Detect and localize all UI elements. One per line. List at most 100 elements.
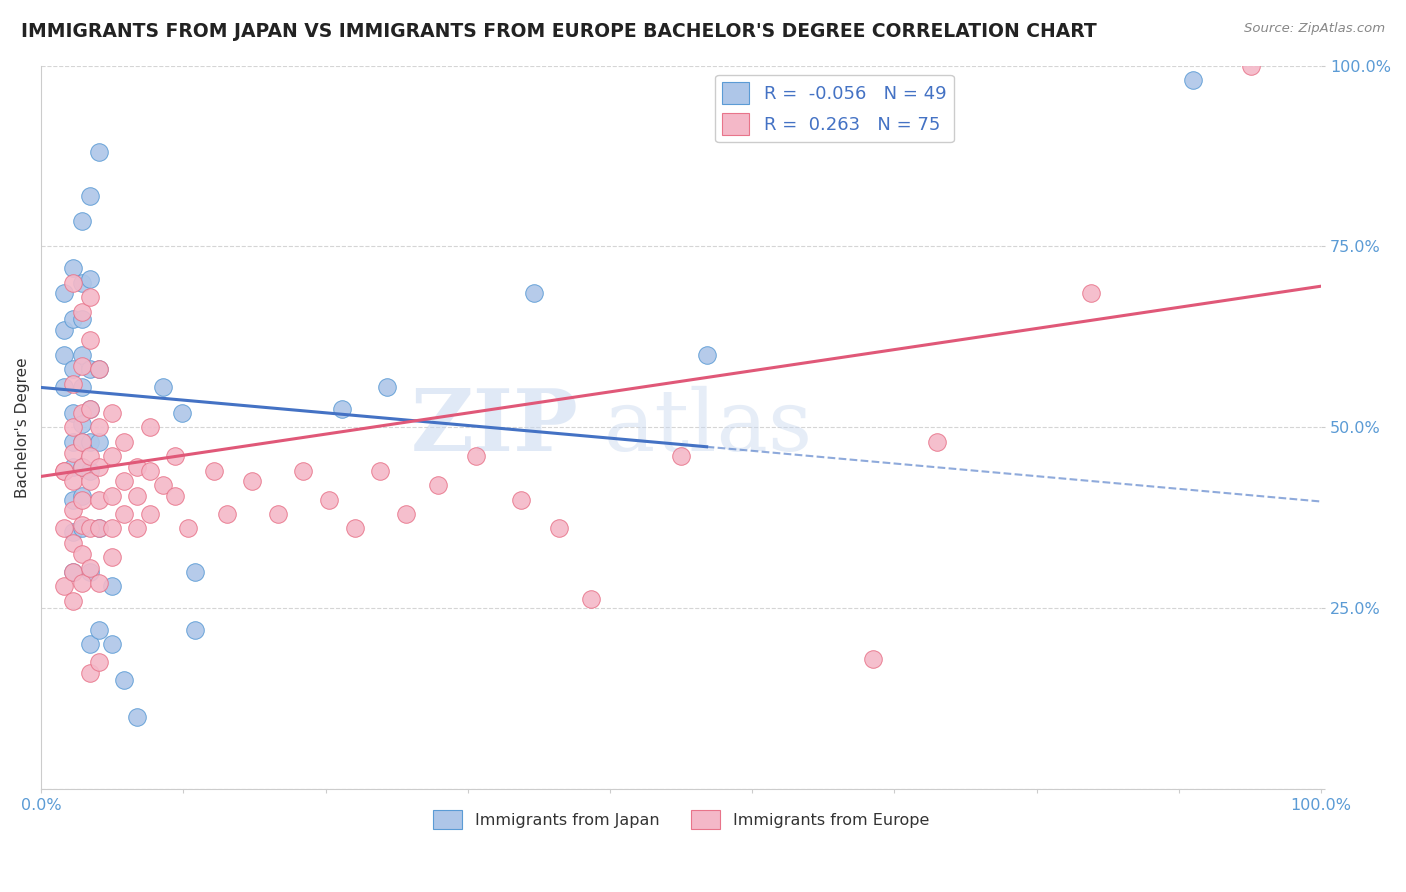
Point bbox=[292, 464, 315, 478]
Point bbox=[87, 145, 110, 160]
Point bbox=[70, 406, 93, 420]
Point bbox=[79, 272, 101, 286]
Point bbox=[79, 565, 101, 579]
Point bbox=[240, 475, 263, 489]
Point bbox=[127, 521, 149, 535]
Point bbox=[139, 464, 162, 478]
Point bbox=[62, 492, 84, 507]
Text: IMMIGRANTS FROM JAPAN VS IMMIGRANTS FROM EUROPE BACHELOR'S DEGREE CORRELATION CH: IMMIGRANTS FROM JAPAN VS IMMIGRANTS FROM… bbox=[21, 22, 1097, 41]
Point bbox=[62, 460, 84, 475]
Point bbox=[1080, 286, 1102, 301]
Point bbox=[1239, 59, 1261, 73]
Point bbox=[70, 311, 93, 326]
Point bbox=[202, 464, 225, 478]
Point bbox=[53, 521, 76, 535]
Point bbox=[100, 449, 122, 463]
Point bbox=[70, 348, 93, 362]
Point bbox=[100, 550, 122, 565]
Point bbox=[127, 709, 149, 723]
Text: Source: ZipAtlas.com: Source: ZipAtlas.com bbox=[1244, 22, 1385, 36]
Point bbox=[70, 214, 93, 228]
Point bbox=[79, 637, 101, 651]
Point bbox=[170, 406, 193, 420]
Point bbox=[79, 188, 101, 202]
Point bbox=[581, 592, 603, 607]
Point bbox=[62, 362, 84, 376]
Point bbox=[70, 460, 93, 475]
Point bbox=[510, 492, 533, 507]
Point bbox=[165, 449, 187, 463]
Point bbox=[53, 464, 76, 478]
Point bbox=[343, 521, 366, 535]
Point bbox=[177, 521, 200, 535]
Point bbox=[79, 475, 101, 489]
Point bbox=[62, 406, 84, 420]
Point bbox=[53, 380, 76, 394]
Point bbox=[62, 311, 84, 326]
Point bbox=[79, 464, 101, 478]
Point bbox=[87, 575, 110, 590]
Legend: Immigrants from Japan, Immigrants from Europe: Immigrants from Japan, Immigrants from E… bbox=[426, 804, 935, 835]
Point bbox=[165, 489, 187, 503]
Point bbox=[70, 460, 93, 475]
Point bbox=[70, 489, 93, 503]
Point bbox=[62, 565, 84, 579]
Point bbox=[70, 276, 93, 290]
Point bbox=[112, 475, 135, 489]
Point bbox=[62, 565, 84, 579]
Point bbox=[465, 449, 488, 463]
Point bbox=[62, 420, 84, 434]
Point bbox=[318, 492, 340, 507]
Point bbox=[62, 536, 84, 550]
Point bbox=[87, 623, 110, 637]
Point bbox=[100, 406, 122, 420]
Point bbox=[70, 575, 93, 590]
Point bbox=[62, 261, 84, 276]
Point bbox=[62, 276, 84, 290]
Point bbox=[100, 521, 122, 535]
Point bbox=[87, 521, 110, 535]
Point bbox=[70, 417, 93, 431]
Point bbox=[87, 362, 110, 376]
Point bbox=[139, 507, 162, 521]
Point bbox=[53, 323, 76, 337]
Point bbox=[53, 464, 76, 478]
Point bbox=[127, 489, 149, 503]
Point bbox=[87, 655, 110, 669]
Point bbox=[925, 434, 948, 449]
Point bbox=[548, 521, 571, 535]
Point bbox=[53, 348, 76, 362]
Point bbox=[87, 492, 110, 507]
Point bbox=[70, 547, 93, 561]
Point bbox=[183, 565, 205, 579]
Point bbox=[330, 402, 353, 417]
Text: ZIP: ZIP bbox=[411, 385, 579, 469]
Point bbox=[862, 651, 884, 665]
Text: atlas: atlas bbox=[605, 385, 814, 469]
Point bbox=[70, 434, 93, 449]
Point bbox=[127, 460, 149, 475]
Point bbox=[87, 434, 110, 449]
Point bbox=[426, 478, 449, 492]
Point bbox=[669, 449, 692, 463]
Point bbox=[70, 434, 93, 449]
Point bbox=[62, 376, 84, 391]
Point bbox=[87, 362, 110, 376]
Point bbox=[112, 507, 135, 521]
Point bbox=[70, 517, 93, 532]
Point bbox=[79, 402, 101, 417]
Point bbox=[87, 521, 110, 535]
Point bbox=[100, 579, 122, 593]
Point bbox=[1181, 73, 1204, 87]
Point bbox=[100, 489, 122, 503]
Point bbox=[79, 521, 101, 535]
Point bbox=[62, 434, 84, 449]
Point bbox=[70, 359, 93, 373]
Point bbox=[62, 445, 84, 459]
Point bbox=[79, 402, 101, 417]
Point bbox=[53, 286, 76, 301]
Point bbox=[79, 334, 101, 348]
Point bbox=[62, 594, 84, 608]
Point bbox=[62, 503, 84, 517]
Point bbox=[139, 420, 162, 434]
